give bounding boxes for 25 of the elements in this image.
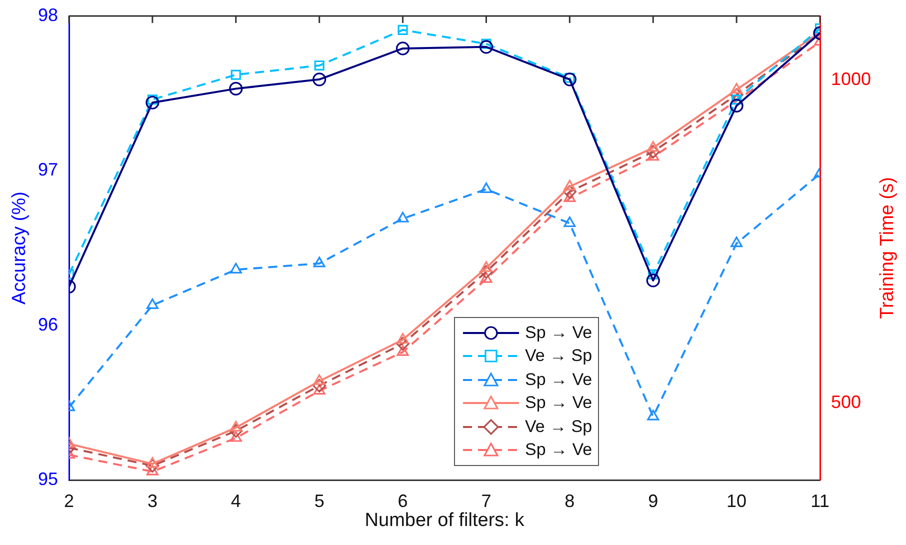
x-tick-label: 10 [726, 490, 747, 511]
x-tick-label: 7 [481, 490, 492, 511]
x-tick-label: 3 [147, 490, 158, 511]
y-tick-label: 96 [38, 314, 58, 334]
x-tick-label: 5 [314, 490, 324, 511]
x-axis-title: Number of filters: k [364, 510, 526, 532]
y-tick-label: 97 [38, 160, 58, 180]
y-tick-label: 98 [38, 4, 58, 25]
legend-label: Sp → Ve [525, 393, 592, 414]
x-tick-label: 11 [810, 490, 830, 511]
y-tick-label: 95 [38, 468, 58, 489]
legend-label: Sp → Ve [525, 322, 592, 343]
x-tick-label: 4 [230, 490, 241, 511]
y2-tick-label: 500 [831, 392, 862, 412]
y2-axis-title: Training Time (s) [877, 177, 899, 319]
legend-label: Ve → Sp [525, 346, 592, 366]
legend-label: Sp → Ve [525, 440, 592, 460]
x-tick-label: 9 [648, 490, 658, 511]
y2-tick-label: 1000 [831, 68, 872, 89]
y-axis-title: Accuracy (%) [9, 192, 31, 304]
legend-label: Ve → Sp [525, 416, 592, 437]
legend-label: Sp → Ve [525, 370, 592, 390]
x-tick-label: 8 [564, 490, 575, 511]
x-tick-label: 6 [398, 490, 408, 511]
x-tick-label: 2 [64, 490, 74, 511]
